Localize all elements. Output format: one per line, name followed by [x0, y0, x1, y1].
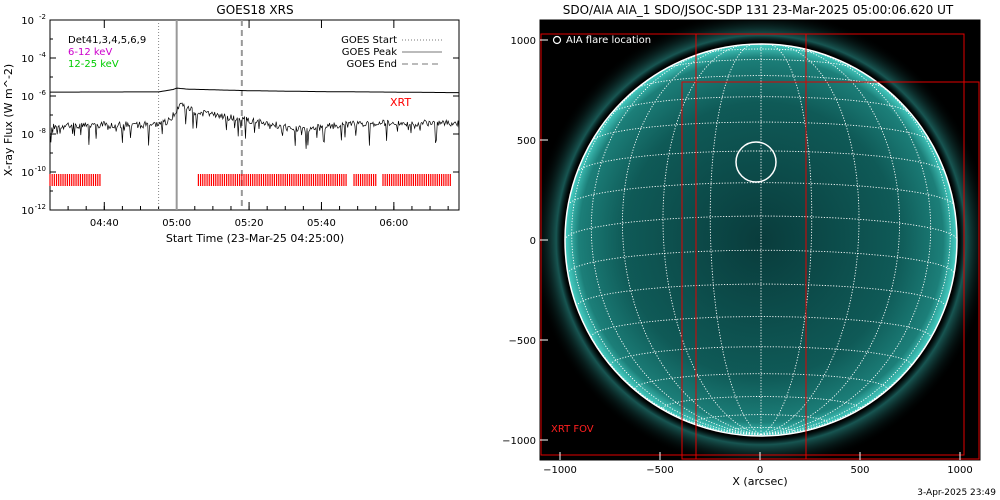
xrs-x-tick-label: 05:20 [235, 218, 264, 229]
aia-y-tick-label: 500 [517, 136, 536, 147]
aia-image-chart: SDO/AIA AIA_1 SDO/JSOC-SDP 131 23-Mar-20… [502, 3, 981, 488]
xrs-y-tick-label: 10 [21, 54, 34, 65]
latitude-line [666, 59, 856, 69]
latitude-line [567, 182, 955, 206]
aia-y-tick-label: 0 [530, 236, 536, 247]
xrs-y-tick-label: 10 [21, 206, 34, 217]
aia-x-axis: −1000 −500 0 500 1000 [543, 452, 973, 476]
latitude-line [564, 215, 958, 241]
short-channel-line [49, 102, 460, 149]
legend-entry: GOES Start [341, 35, 397, 46]
flare-location-circle [735, 141, 777, 183]
xrs-x-tick-label: 04:40 [90, 218, 119, 229]
xrs-y-tick-label: 10 [21, 16, 34, 27]
xrt-fov-boxes [540, 33, 980, 460]
generation-timestamp: 3-Apr-2025 23:49 [917, 488, 996, 498]
longitude-line [662, 44, 762, 435]
xrt-fov-box [681, 81, 980, 460]
xrs-series [49, 87, 460, 149]
xrs-y-tick-exponent: -6 [39, 89, 47, 97]
xrt-fov-label: XRT FOV [551, 424, 594, 435]
xrs-title: GOES18 XRS [216, 3, 293, 17]
aia-x-axis-label: X (arcsec) [732, 475, 787, 488]
longitude-line [760, 48, 932, 435]
long-channel-line [50, 87, 460, 94]
aia-x-tick-label: −1000 [543, 465, 577, 476]
aia-y-tick-label: −1000 [502, 436, 536, 447]
aia-y-tick-label: −500 [509, 336, 536, 347]
longitude-line [760, 45, 901, 435]
longitude-line [571, 63, 762, 435]
latitude-line [611, 96, 911, 114]
aia-y-axis: 1000 500 0 −500 −1000 [502, 36, 548, 447]
xrt-label: XRT [390, 96, 411, 109]
latitude-line [591, 121, 931, 141]
xrs-x-tick-label: 06:00 [379, 218, 408, 229]
xrs-y-tick-exponent: -4 [39, 51, 47, 59]
xrs-y-axis-label: X-ray Flux (W m^-2) [2, 64, 15, 176]
longitude-line [709, 43, 762, 435]
xrs-x-axis-label: Start Time (23-Mar-25 04:25:00) [166, 232, 344, 245]
latitude-line [662, 396, 860, 409]
legend-entry: GOES Peak [342, 47, 397, 58]
xrt-observation-bars [49, 174, 451, 186]
latitude-line [726, 426, 796, 432]
xrs-y-tick-exponent: -8 [39, 127, 46, 135]
latitude-line [567, 249, 955, 274]
aia-x-tick-label: −500 [646, 465, 673, 476]
latitude-line [693, 414, 829, 423]
legend-entry: Det41,3,4,5,6,9 [68, 35, 146, 46]
aia-legend-label: AIA flare location [566, 35, 651, 46]
heliographic-grid [564, 43, 958, 437]
legend-entry: 6-12 keV [68, 47, 112, 58]
aia-y-tick-label: 1000 [511, 36, 536, 47]
legend-entry: GOES End [347, 59, 397, 70]
xrs-y-tick-label: 10 [21, 168, 34, 179]
xrs-x-tick-label: 05:40 [307, 218, 336, 229]
solar-disk [565, 44, 957, 436]
longitude-line [760, 44, 860, 435]
longitude-line [590, 48, 762, 435]
aia-title: SDO/AIA AIA_1 SDO/JSOC-SDP 131 23-Mar-20… [563, 3, 954, 17]
xrs-y-tick-exponent: -10 [35, 165, 46, 173]
legend-entry: 12-25 keV [68, 59, 119, 70]
longitude-line [760, 43, 813, 435]
aia-x-tick-label: 0 [757, 465, 763, 476]
goes-event-markers [158, 20, 243, 210]
xrs-y-tick-exponent: -12 [35, 203, 46, 211]
xrs-x-tick-label: 05:00 [162, 218, 191, 229]
longitude-line [760, 63, 951, 435]
legend-circle-icon [552, 35, 562, 45]
xrs-y-tick-label: 10 [21, 130, 34, 141]
aia-x-tick-label: 500 [850, 465, 869, 476]
xrs-y-tick-exponent: -2 [39, 13, 46, 21]
aia-x-tick-label: 1000 [947, 465, 972, 476]
xrt-fov-box [695, 33, 807, 460]
solar-limb [564, 43, 958, 437]
xrs-y-tick-label: 10 [21, 92, 34, 103]
